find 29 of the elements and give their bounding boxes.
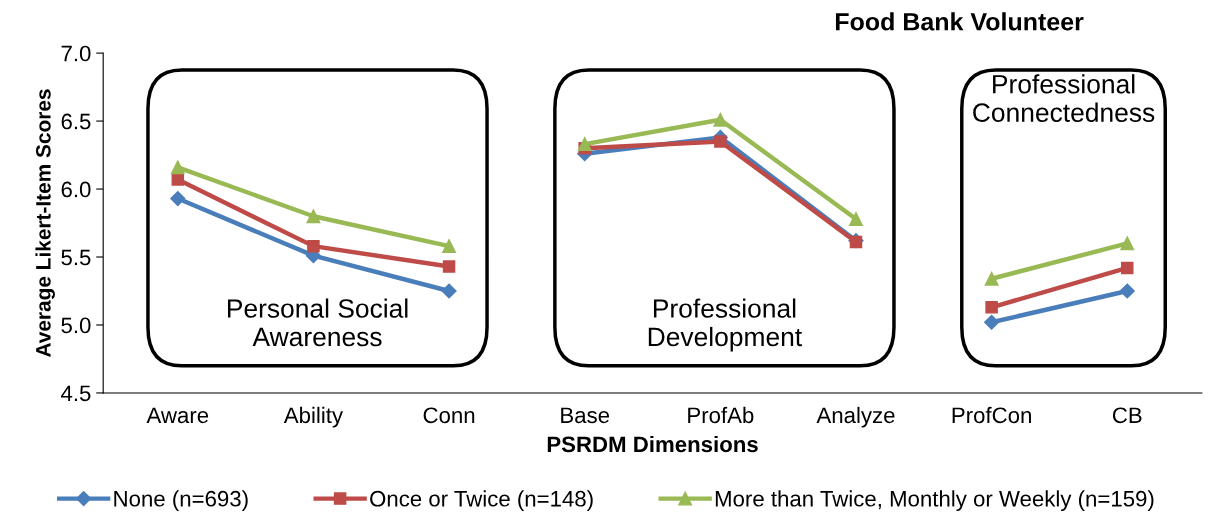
- point: [1120, 236, 1135, 251]
- y-tick-label: 5.0: [61, 317, 91, 334]
- y-tick-label: 5.5: [61, 249, 91, 266]
- x-tick-label: ProfCon: [952, 406, 1031, 424]
- chart-title: Food Bank Volunteer: [835, 12, 1084, 31]
- x-tick-label: CB: [1112, 407, 1142, 424]
- point: [984, 314, 1000, 330]
- x-tick-label: Aware: [146, 407, 209, 424]
- legend-label: None (n=693): [114, 490, 248, 511]
- y-tick-label: 6.0: [61, 181, 91, 198]
- annotation: Personal Social Awareness: [227, 298, 408, 347]
- x-tick-label: Base: [561, 407, 610, 424]
- x-tick-label: Conn: [423, 407, 475, 424]
- legend-label: Once or Twice (n=148): [370, 490, 593, 511]
- annotation: Professional Development: [648, 298, 802, 352]
- point: [984, 271, 999, 286]
- x-tick-label: ProfAb: [688, 406, 754, 424]
- legend-label: More than Twice, Monthly or Weekly (n=159): [715, 490, 1154, 511]
- y-tick-label: 4.5: [61, 385, 91, 402]
- point: [1121, 261, 1134, 275]
- y-tick-label: 6.5: [61, 113, 91, 130]
- y-tick-label: 7.0: [61, 45, 91, 62]
- y-axis-title: Average Likert-Item Scores: [35, 89, 55, 357]
- point: [1119, 283, 1135, 299]
- annotation: Professional Connectedness: [973, 74, 1155, 122]
- x-tick-label: Ability: [283, 406, 344, 428]
- x-tick-label: Analyze: [816, 406, 895, 428]
- x-axis-title: PSRDM Dimensions: [547, 435, 758, 453]
- point: [985, 301, 998, 314]
